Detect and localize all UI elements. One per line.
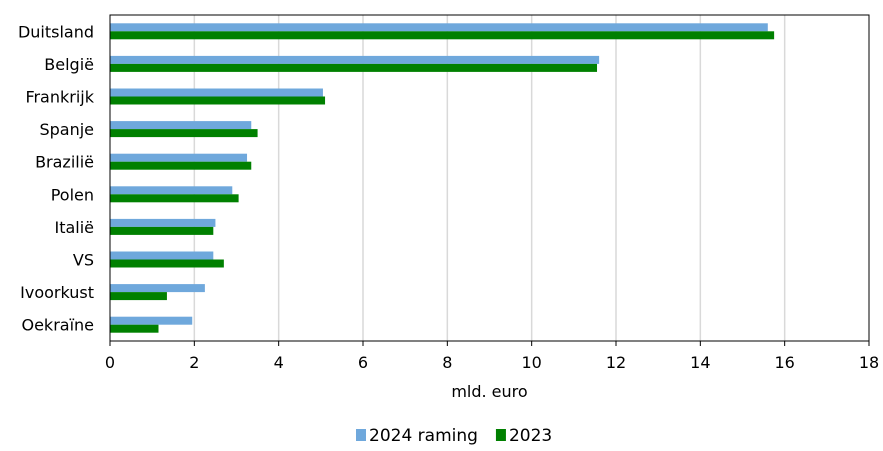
bars <box>110 23 775 333</box>
legend-swatch <box>495 429 506 441</box>
x-tick-labels: 0 2 4 6 8 10 12 14 16 18 <box>105 341 879 372</box>
legend-label: 2023 <box>509 426 552 446</box>
category-label: VS <box>73 251 94 270</box>
x-tick-label: 12 <box>606 353 626 372</box>
bar <box>110 88 323 97</box>
x-tick-label: 4 <box>274 353 284 372</box>
bar <box>110 121 252 130</box>
category-label: Italië <box>54 218 94 237</box>
bar <box>110 251 214 260</box>
plot-frame <box>109 14 870 342</box>
x-axis-title: mld. euro <box>451 382 527 401</box>
bar <box>110 31 775 40</box>
x-tick-label: 8 <box>442 353 452 372</box>
category-label: Duitsland <box>18 22 94 41</box>
legend-label: 2024 raming <box>369 426 478 446</box>
legend-swatch <box>356 429 366 441</box>
category-label: Spanje <box>39 120 94 139</box>
bar <box>110 161 252 170</box>
bar <box>110 186 233 195</box>
legend: 2024 raming 2023 <box>356 426 552 446</box>
x-tick-label: 16 <box>774 353 794 372</box>
category-label: Polen <box>51 185 94 204</box>
bar <box>110 129 258 138</box>
category-label: België <box>44 55 94 74</box>
bar <box>110 259 224 268</box>
bar <box>110 153 248 162</box>
bar <box>110 96 326 105</box>
bar <box>110 218 216 227</box>
x-tick-label: 6 <box>358 353 368 372</box>
x-tick-label: 0 <box>105 353 115 372</box>
bar <box>110 284 205 293</box>
bar <box>110 63 598 72</box>
bar <box>110 23 768 32</box>
bar <box>110 324 159 333</box>
bar <box>110 292 167 301</box>
bar <box>110 226 214 235</box>
category-label: Ivoorkust <box>20 283 94 302</box>
category-label: Brazilië <box>35 153 94 172</box>
category-labels: Duitsland België Frankrijk Spanje Brazilië Po… <box>18 22 95 334</box>
category-label: Frankrijk <box>25 88 94 107</box>
bar <box>110 194 239 203</box>
bar <box>110 55 600 64</box>
category-label: Oekraïne <box>21 316 94 335</box>
x-tick-label: 18 <box>859 353 879 372</box>
x-tick-label: 14 <box>690 353 710 372</box>
x-tick-label: 10 <box>521 353 541 372</box>
bar <box>110 316 193 325</box>
x-tick-label: 2 <box>189 353 199 372</box>
